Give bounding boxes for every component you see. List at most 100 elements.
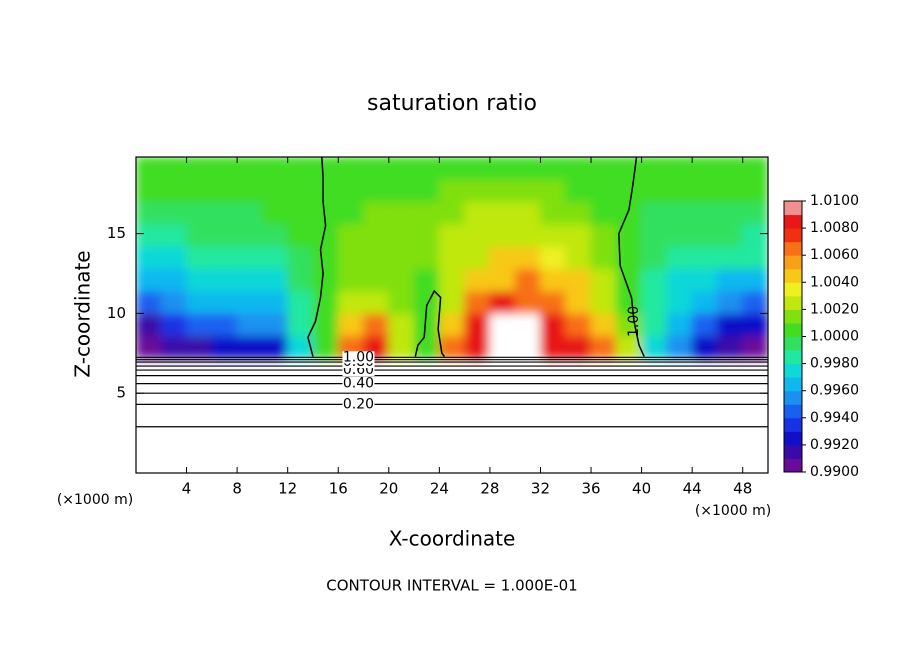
cell [236, 290, 263, 314]
cell [136, 290, 162, 314]
cell [590, 223, 617, 247]
contour-label-bg [342, 377, 375, 390]
colorbar-band [784, 458, 802, 473]
cell [615, 201, 643, 225]
cell [641, 223, 668, 247]
cell [565, 312, 592, 337]
x-tick-label: 28 [480, 480, 499, 498]
cell [236, 223, 263, 247]
cell [539, 268, 567, 292]
cell [742, 223, 768, 247]
cell [539, 290, 567, 314]
cell [388, 178, 415, 203]
cell [236, 178, 263, 203]
cell [539, 178, 567, 203]
cell [514, 312, 541, 337]
colorbar-band [784, 282, 802, 297]
contour-label: 1.00 [626, 306, 642, 337]
cell [438, 245, 466, 270]
cell [691, 245, 718, 270]
x-tick-label: 20 [379, 480, 398, 498]
cell [388, 223, 415, 247]
cell [160, 223, 188, 247]
cell [438, 201, 466, 225]
cell [136, 245, 162, 270]
cell [489, 201, 516, 225]
cell [514, 223, 541, 247]
cell [337, 157, 365, 180]
cell [136, 223, 162, 247]
contour-label: 1.00 [343, 349, 374, 365]
cell [211, 290, 238, 314]
cell [413, 157, 440, 180]
colorbar-band [784, 417, 802, 432]
cell [464, 290, 491, 314]
x-tick-label: 48 [733, 480, 752, 498]
cell [666, 157, 693, 180]
x-tick-label: 8 [232, 480, 242, 498]
y-tick-label: 5 [116, 384, 126, 402]
cell [742, 312, 768, 337]
cell [641, 245, 668, 270]
colorbar-band [784, 255, 802, 270]
cell [742, 245, 768, 270]
cell [136, 335, 162, 359]
cell [287, 335, 314, 359]
cell [590, 312, 617, 337]
cell [691, 178, 718, 203]
cell [337, 223, 365, 247]
x-unit: (×1000 m) [57, 492, 133, 508]
contour-label-bg [342, 351, 375, 364]
cell [136, 268, 162, 292]
cell [489, 157, 516, 180]
cell [211, 312, 238, 337]
cell [615, 290, 643, 314]
cell [716, 157, 744, 180]
cell [565, 223, 592, 247]
cell [388, 268, 415, 292]
colorbar-band [784, 350, 802, 365]
cell [413, 223, 440, 247]
cell [287, 290, 314, 314]
cell [742, 335, 768, 359]
cell [160, 178, 188, 203]
cell [337, 290, 365, 314]
cell [489, 223, 516, 247]
cell [211, 268, 238, 292]
cell [236, 312, 263, 337]
cell [261, 201, 289, 225]
cell [287, 223, 314, 247]
x-tick-label: 24 [430, 480, 449, 498]
cell [514, 157, 541, 180]
cell [464, 178, 491, 203]
cell [615, 223, 643, 247]
colorbar-band [784, 268, 802, 283]
cell [641, 157, 668, 180]
cell [388, 312, 415, 337]
colorbar-band [784, 377, 802, 392]
cell [160, 290, 188, 314]
cell [160, 201, 188, 225]
cell [716, 201, 744, 225]
cell [565, 290, 592, 314]
colorbar-label: 0.9960 [810, 383, 859, 399]
contour-label-bg [342, 398, 375, 411]
cell [136, 201, 162, 225]
cell [211, 201, 238, 225]
cell [489, 290, 516, 314]
cell [211, 157, 238, 180]
cell [261, 157, 289, 180]
cell [666, 268, 693, 292]
cell [590, 178, 617, 203]
cell [160, 268, 188, 292]
contour-label: 0.20 [343, 396, 374, 412]
cell [590, 290, 617, 314]
colorbar-band [784, 295, 802, 310]
cell [388, 335, 415, 359]
cell [211, 178, 238, 203]
cell [363, 268, 390, 292]
cell [691, 223, 718, 247]
cell [514, 245, 541, 270]
cell [312, 268, 339, 292]
cell [211, 335, 238, 359]
